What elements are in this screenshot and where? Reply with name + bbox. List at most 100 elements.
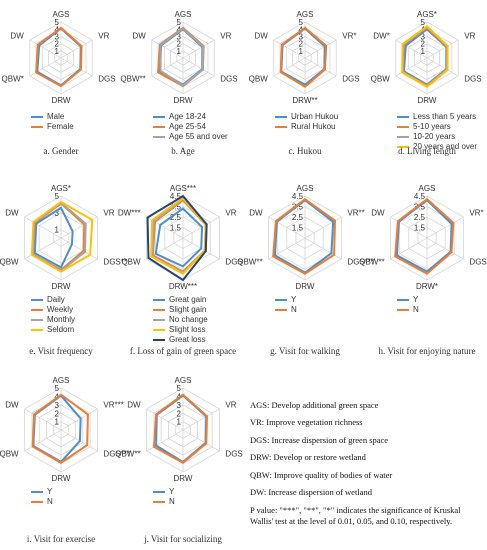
axis-label: DW xyxy=(5,401,19,410)
spoke xyxy=(60,237,98,260)
axis-label: DGS xyxy=(464,75,481,84)
axis-label: QBW** xyxy=(237,258,262,267)
spoke xyxy=(24,216,62,239)
r-tick-label: 5 xyxy=(299,18,304,27)
axis-label: QBW xyxy=(371,75,391,84)
axis-label: DRW xyxy=(418,96,437,105)
spoke xyxy=(60,408,98,431)
r-tick-label: 3 xyxy=(177,33,182,42)
legend-label: Monthly xyxy=(47,315,75,324)
legend-label: Seldom xyxy=(47,325,74,334)
series-polygon xyxy=(279,26,328,89)
legend-label: Y xyxy=(413,295,419,304)
legend-label: Slight loss xyxy=(169,325,205,334)
axis-label: DW*** xyxy=(118,209,141,218)
axis-label: VR xyxy=(98,32,109,41)
legend-label: Female xyxy=(47,122,74,131)
spoke xyxy=(395,39,428,59)
r-tick-label: 5 xyxy=(177,384,182,393)
series-polygon xyxy=(33,206,74,269)
spoke xyxy=(182,408,220,431)
spoke xyxy=(146,408,184,431)
r-tick-label: 5 xyxy=(55,18,60,27)
r-tick-label: 2 xyxy=(299,40,304,49)
spoke xyxy=(60,57,93,77)
axis-label: VR** xyxy=(347,209,364,218)
legend-label: N xyxy=(47,497,53,506)
axis-label: AGS xyxy=(419,184,436,193)
axis-label: QBW* xyxy=(2,75,24,84)
r-tick-label: 2.5 xyxy=(414,213,426,222)
axis-label: AGS xyxy=(175,376,192,385)
axis-label: AGS* xyxy=(51,184,71,193)
r-tick-label: 4.5 xyxy=(292,192,304,201)
legend-label: Rural Hukou xyxy=(291,122,335,131)
axis-label: DRW xyxy=(174,474,193,483)
axis-label: QBW xyxy=(249,75,269,84)
axis-label: QBW** xyxy=(359,258,384,267)
axis-label: DW xyxy=(132,32,146,41)
spoke xyxy=(182,39,215,59)
caption: d. Living length xyxy=(398,146,456,156)
series-polygon xyxy=(401,25,449,89)
axis-label: DGS xyxy=(342,75,359,84)
spoke xyxy=(426,216,464,239)
spoke xyxy=(304,237,342,260)
r-tick-label: 2 xyxy=(55,409,60,418)
spoke xyxy=(146,429,184,452)
note: VR: Improve vegetation richness xyxy=(250,417,363,428)
axis-label: AGS* xyxy=(417,10,437,19)
axis-label: DW* xyxy=(373,32,389,41)
spoke xyxy=(390,216,428,239)
notes: AGS: Develop additional green space VR: I… xyxy=(250,400,482,534)
r-tick-label: 2 xyxy=(55,40,60,49)
series-polygon xyxy=(394,197,455,275)
legend-label: Age 55 and over xyxy=(169,132,228,141)
note: DGS: Increase dispersion of green space xyxy=(250,434,389,445)
axis-label: DRW xyxy=(52,96,71,105)
axis-label: AGS*** xyxy=(170,184,196,193)
axis-label: QBW xyxy=(0,258,19,267)
series-polygon xyxy=(154,207,204,268)
caption: a. Gender xyxy=(44,146,79,156)
r-tick-label: 2 xyxy=(177,40,182,49)
legend-label: Less than 5 years xyxy=(413,112,476,121)
legend-label: 20 years and over xyxy=(413,142,477,151)
axis-label: DGS*** xyxy=(103,450,130,459)
spoke xyxy=(24,408,62,431)
axis-label: DW xyxy=(5,209,19,218)
r-tick-label: 5 xyxy=(55,384,60,393)
legend-label: Slight gain xyxy=(169,305,206,314)
axis-label: QBW** xyxy=(120,75,145,84)
legend-label: N xyxy=(291,305,297,314)
axis-label: DGS** xyxy=(103,258,127,267)
legend-label: Age 25-54 xyxy=(169,122,206,131)
legend-label: Daily xyxy=(47,295,65,304)
legend-label: Great gain xyxy=(169,295,206,304)
axis-label: QBW** xyxy=(115,450,140,459)
caption: j. Visit for socializing xyxy=(143,534,222,544)
r-tick-label: 1.5 xyxy=(414,224,426,233)
r-tick-label: 3 xyxy=(55,33,60,42)
spoke xyxy=(273,39,306,59)
r-tick-label: 3 xyxy=(177,401,182,410)
spoke xyxy=(273,57,306,77)
caption: b. Age xyxy=(171,146,195,156)
axis-label: DW xyxy=(10,32,24,41)
caption: i. Visit for exercise xyxy=(27,534,95,544)
spoke xyxy=(304,57,337,77)
axis-label: DRW xyxy=(52,282,71,291)
legend-label: Y xyxy=(169,487,175,496)
legend-label: Male xyxy=(47,112,65,121)
r-tick-label: 3 xyxy=(55,401,60,410)
series-polygon xyxy=(35,26,83,88)
r-tick-label: 1 xyxy=(55,226,60,235)
r-tick-label: 1 xyxy=(421,47,426,56)
r-tick-label: 1 xyxy=(55,418,60,427)
axis-label: AGS xyxy=(53,10,70,19)
spoke xyxy=(426,237,464,260)
r-tick-label: 1 xyxy=(55,47,60,56)
axis-label: QBW xyxy=(0,450,19,459)
